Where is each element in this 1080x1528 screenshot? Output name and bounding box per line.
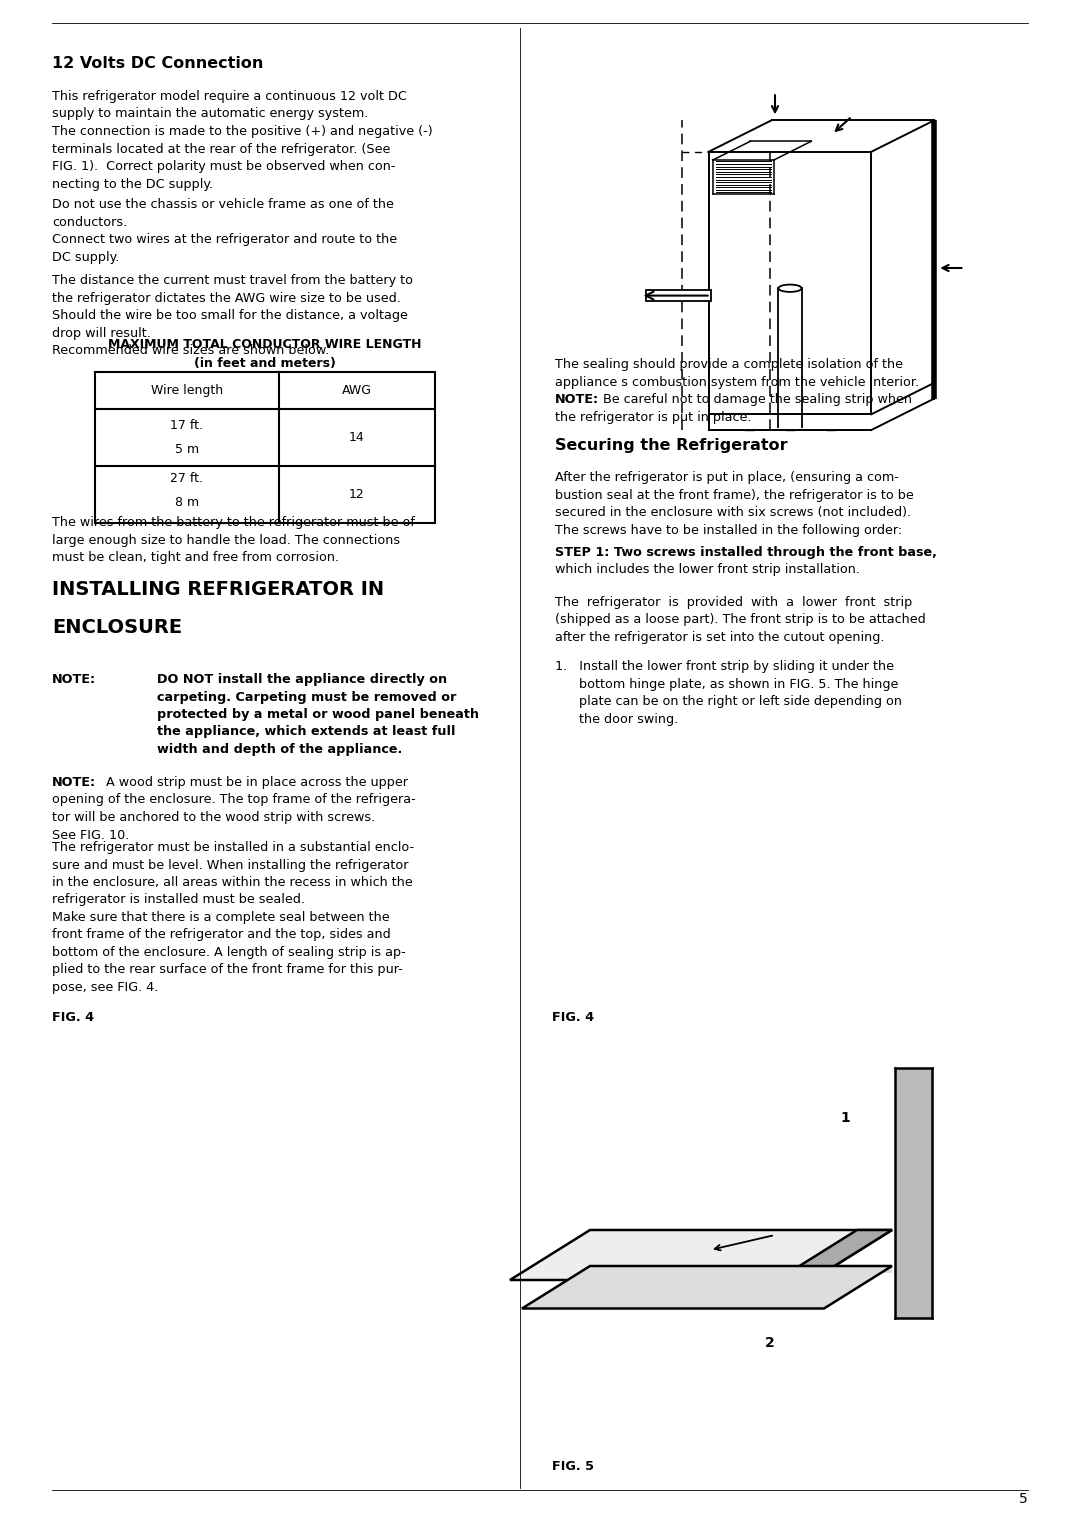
- Text: Should the wire be too small for the distance, a voltage: Should the wire be too small for the dis…: [52, 309, 408, 322]
- Text: in the enclosure, all areas within the recess in which the: in the enclosure, all areas within the r…: [52, 876, 413, 889]
- Text: 2: 2: [765, 1335, 774, 1351]
- Polygon shape: [590, 1267, 892, 1273]
- Text: 5: 5: [1020, 1491, 1028, 1507]
- Text: 12 Volts DC Connection: 12 Volts DC Connection: [52, 57, 264, 70]
- Text: Securing the Refrigerator: Securing the Refrigerator: [555, 439, 787, 452]
- Text: (shipped as a loose part). The front strip is to be attached: (shipped as a loose part). The front str…: [555, 614, 926, 626]
- Text: AWG: AWG: [341, 384, 372, 397]
- Text: supply to maintain the automatic energy system.: supply to maintain the automatic energy …: [52, 107, 368, 121]
- Text: conductors.: conductors.: [52, 215, 127, 229]
- Text: (in feet and meters): (in feet and meters): [194, 358, 336, 370]
- Text: bottom of the enclosure. A length of sealing strip is ap-: bottom of the enclosure. A length of sea…: [52, 946, 406, 960]
- Text: NOTE:: NOTE:: [555, 393, 599, 406]
- Bar: [895, 1068, 932, 1319]
- Text: FIG. 5: FIG. 5: [552, 1459, 594, 1473]
- Text: FIG. 4: FIG. 4: [52, 1012, 94, 1024]
- Text: protected by a metal or wood panel beneath: protected by a metal or wood panel benea…: [157, 707, 480, 721]
- Text: the refrigerator dictates the AWG wire size to be used.: the refrigerator dictates the AWG wire s…: [52, 292, 401, 304]
- Text: The screws have to be installed in the following order:: The screws have to be installed in the f…: [555, 524, 902, 536]
- Text: 17 ft.: 17 ft.: [171, 419, 203, 432]
- Text: large enough size to handle the load. The connections: large enough size to handle the load. Th…: [52, 533, 400, 547]
- Text: NOTE:: NOTE:: [52, 672, 96, 686]
- Text: bottom hinge plate, as shown in FIG. 5. The hinge: bottom hinge plate, as shown in FIG. 5. …: [555, 677, 899, 691]
- Text: FIG. 4: FIG. 4: [552, 1012, 594, 1024]
- Text: ENCLOSURE: ENCLOSURE: [52, 617, 183, 637]
- Text: See FIG. 10.: See FIG. 10.: [52, 828, 130, 842]
- Text: INSTALLING REFRIGERATOR IN: INSTALLING REFRIGERATOR IN: [52, 581, 384, 599]
- Text: the door swing.: the door swing.: [555, 712, 678, 726]
- Text: the appliance, which extends at least full: the appliance, which extends at least fu…: [157, 726, 456, 738]
- Text: width and depth of the appliance.: width and depth of the appliance.: [157, 743, 402, 756]
- Text: Be careful not to damage the sealing strip when: Be careful not to damage the sealing str…: [599, 393, 912, 406]
- Text: 5 m: 5 m: [175, 443, 199, 455]
- Text: secured in the enclosure with six screws (not included).: secured in the enclosure with six screws…: [555, 506, 912, 520]
- Text: NOTE:: NOTE:: [52, 776, 96, 788]
- Text: 1: 1: [840, 1111, 850, 1125]
- Text: Do not use the chassis or vehicle frame as one of the: Do not use the chassis or vehicle frame …: [52, 199, 394, 211]
- Text: opening of the enclosure. The top frame of the refrigera-: opening of the enclosure. The top frame …: [52, 793, 416, 807]
- Text: front frame of the refrigerator and the top, sides and: front frame of the refrigerator and the …: [52, 929, 391, 941]
- Text: This refrigerator model require a continuous 12 volt DC: This refrigerator model require a contin…: [52, 90, 407, 102]
- Text: The refrigerator must be installed in a substantial enclo-: The refrigerator must be installed in a …: [52, 840, 414, 854]
- Text: necting to the DC supply.: necting to the DC supply.: [52, 177, 213, 191]
- Text: The distance the current must travel from the battery to: The distance the current must travel fro…: [52, 274, 413, 287]
- Text: 14: 14: [349, 431, 365, 445]
- Text: The wires from the battery to the refrigerator must be of: The wires from the battery to the refrig…: [52, 516, 415, 529]
- Text: appliance s combustion system from the vehicle interior.: appliance s combustion system from the v…: [555, 376, 919, 388]
- Polygon shape: [777, 1230, 892, 1280]
- Text: plied to the rear surface of the front frame for this pur-: plied to the rear surface of the front f…: [52, 964, 403, 976]
- Text: A wood strip must be in place across the upper: A wood strip must be in place across the…: [102, 776, 408, 788]
- Text: Wire length: Wire length: [151, 384, 222, 397]
- Bar: [646, 290, 711, 301]
- Text: Recommended wire sizes are shown below.: Recommended wire sizes are shown below.: [52, 344, 329, 358]
- Polygon shape: [522, 1267, 892, 1308]
- Text: plate can be on the right or left side depending on: plate can be on the right or left side d…: [555, 695, 902, 707]
- Text: drop will result.: drop will result.: [52, 327, 151, 339]
- Text: sure and must be level. When installing the refrigerator: sure and must be level. When installing …: [52, 859, 408, 871]
- Text: which includes the lower front strip installation.: which includes the lower front strip ins…: [555, 564, 860, 576]
- Text: MAXIMUM TOTAL CONDUCTOR WIRE LENGTH: MAXIMUM TOTAL CONDUCTOR WIRE LENGTH: [108, 338, 422, 351]
- Text: the refrigerator is put in place.: the refrigerator is put in place.: [555, 411, 752, 423]
- Text: FIG. 1).  Correct polarity must be observed when con-: FIG. 1). Correct polarity must be observ…: [52, 160, 395, 173]
- Text: 12: 12: [349, 487, 365, 501]
- Text: DO NOT install the appliance directly on: DO NOT install the appliance directly on: [157, 672, 447, 686]
- Text: after the refrigerator is set into the cutout opening.: after the refrigerator is set into the c…: [555, 631, 885, 643]
- Text: carpeting. Carpeting must be removed or: carpeting. Carpeting must be removed or: [157, 691, 457, 703]
- Text: 1.   Install the lower front strip by sliding it under the: 1. Install the lower front strip by slid…: [555, 660, 894, 672]
- Text: refrigerator is installed must be sealed.: refrigerator is installed must be sealed…: [52, 894, 305, 906]
- Text: The connection is made to the positive (+) and negative (-): The connection is made to the positive (…: [52, 125, 433, 138]
- Text: terminals located at the rear of the refrigerator. (See: terminals located at the rear of the ref…: [52, 142, 390, 156]
- Bar: [95, 371, 435, 523]
- Text: 8 m: 8 m: [175, 497, 199, 509]
- Text: DC supply.: DC supply.: [52, 251, 120, 263]
- Text: Connect two wires at the refrigerator and route to the: Connect two wires at the refrigerator an…: [52, 232, 397, 246]
- Text: After the refrigerator is put in place, (ensuring a com-: After the refrigerator is put in place, …: [555, 471, 899, 484]
- Text: must be clean, tight and free from corrosion.: must be clean, tight and free from corro…: [52, 552, 339, 564]
- Text: The  refrigerator  is  provided  with  a  lower  front  strip: The refrigerator is provided with a lowe…: [555, 596, 913, 610]
- Polygon shape: [510, 1230, 892, 1280]
- Text: STEP 1: Two screws installed through the front base,: STEP 1: Two screws installed through the…: [555, 545, 936, 559]
- Text: pose, see FIG. 4.: pose, see FIG. 4.: [52, 981, 159, 995]
- Text: tor will be anchored to the wood strip with screws.: tor will be anchored to the wood strip w…: [52, 811, 375, 824]
- Ellipse shape: [779, 284, 801, 292]
- Text: bustion seal at the front frame), the refrigerator is to be: bustion seal at the front frame), the re…: [555, 489, 914, 501]
- Text: 27 ft.: 27 ft.: [171, 472, 203, 484]
- Text: The sealing should provide a complete isolation of the: The sealing should provide a complete is…: [555, 358, 903, 371]
- Text: Make sure that there is a complete seal between the: Make sure that there is a complete seal …: [52, 911, 390, 924]
